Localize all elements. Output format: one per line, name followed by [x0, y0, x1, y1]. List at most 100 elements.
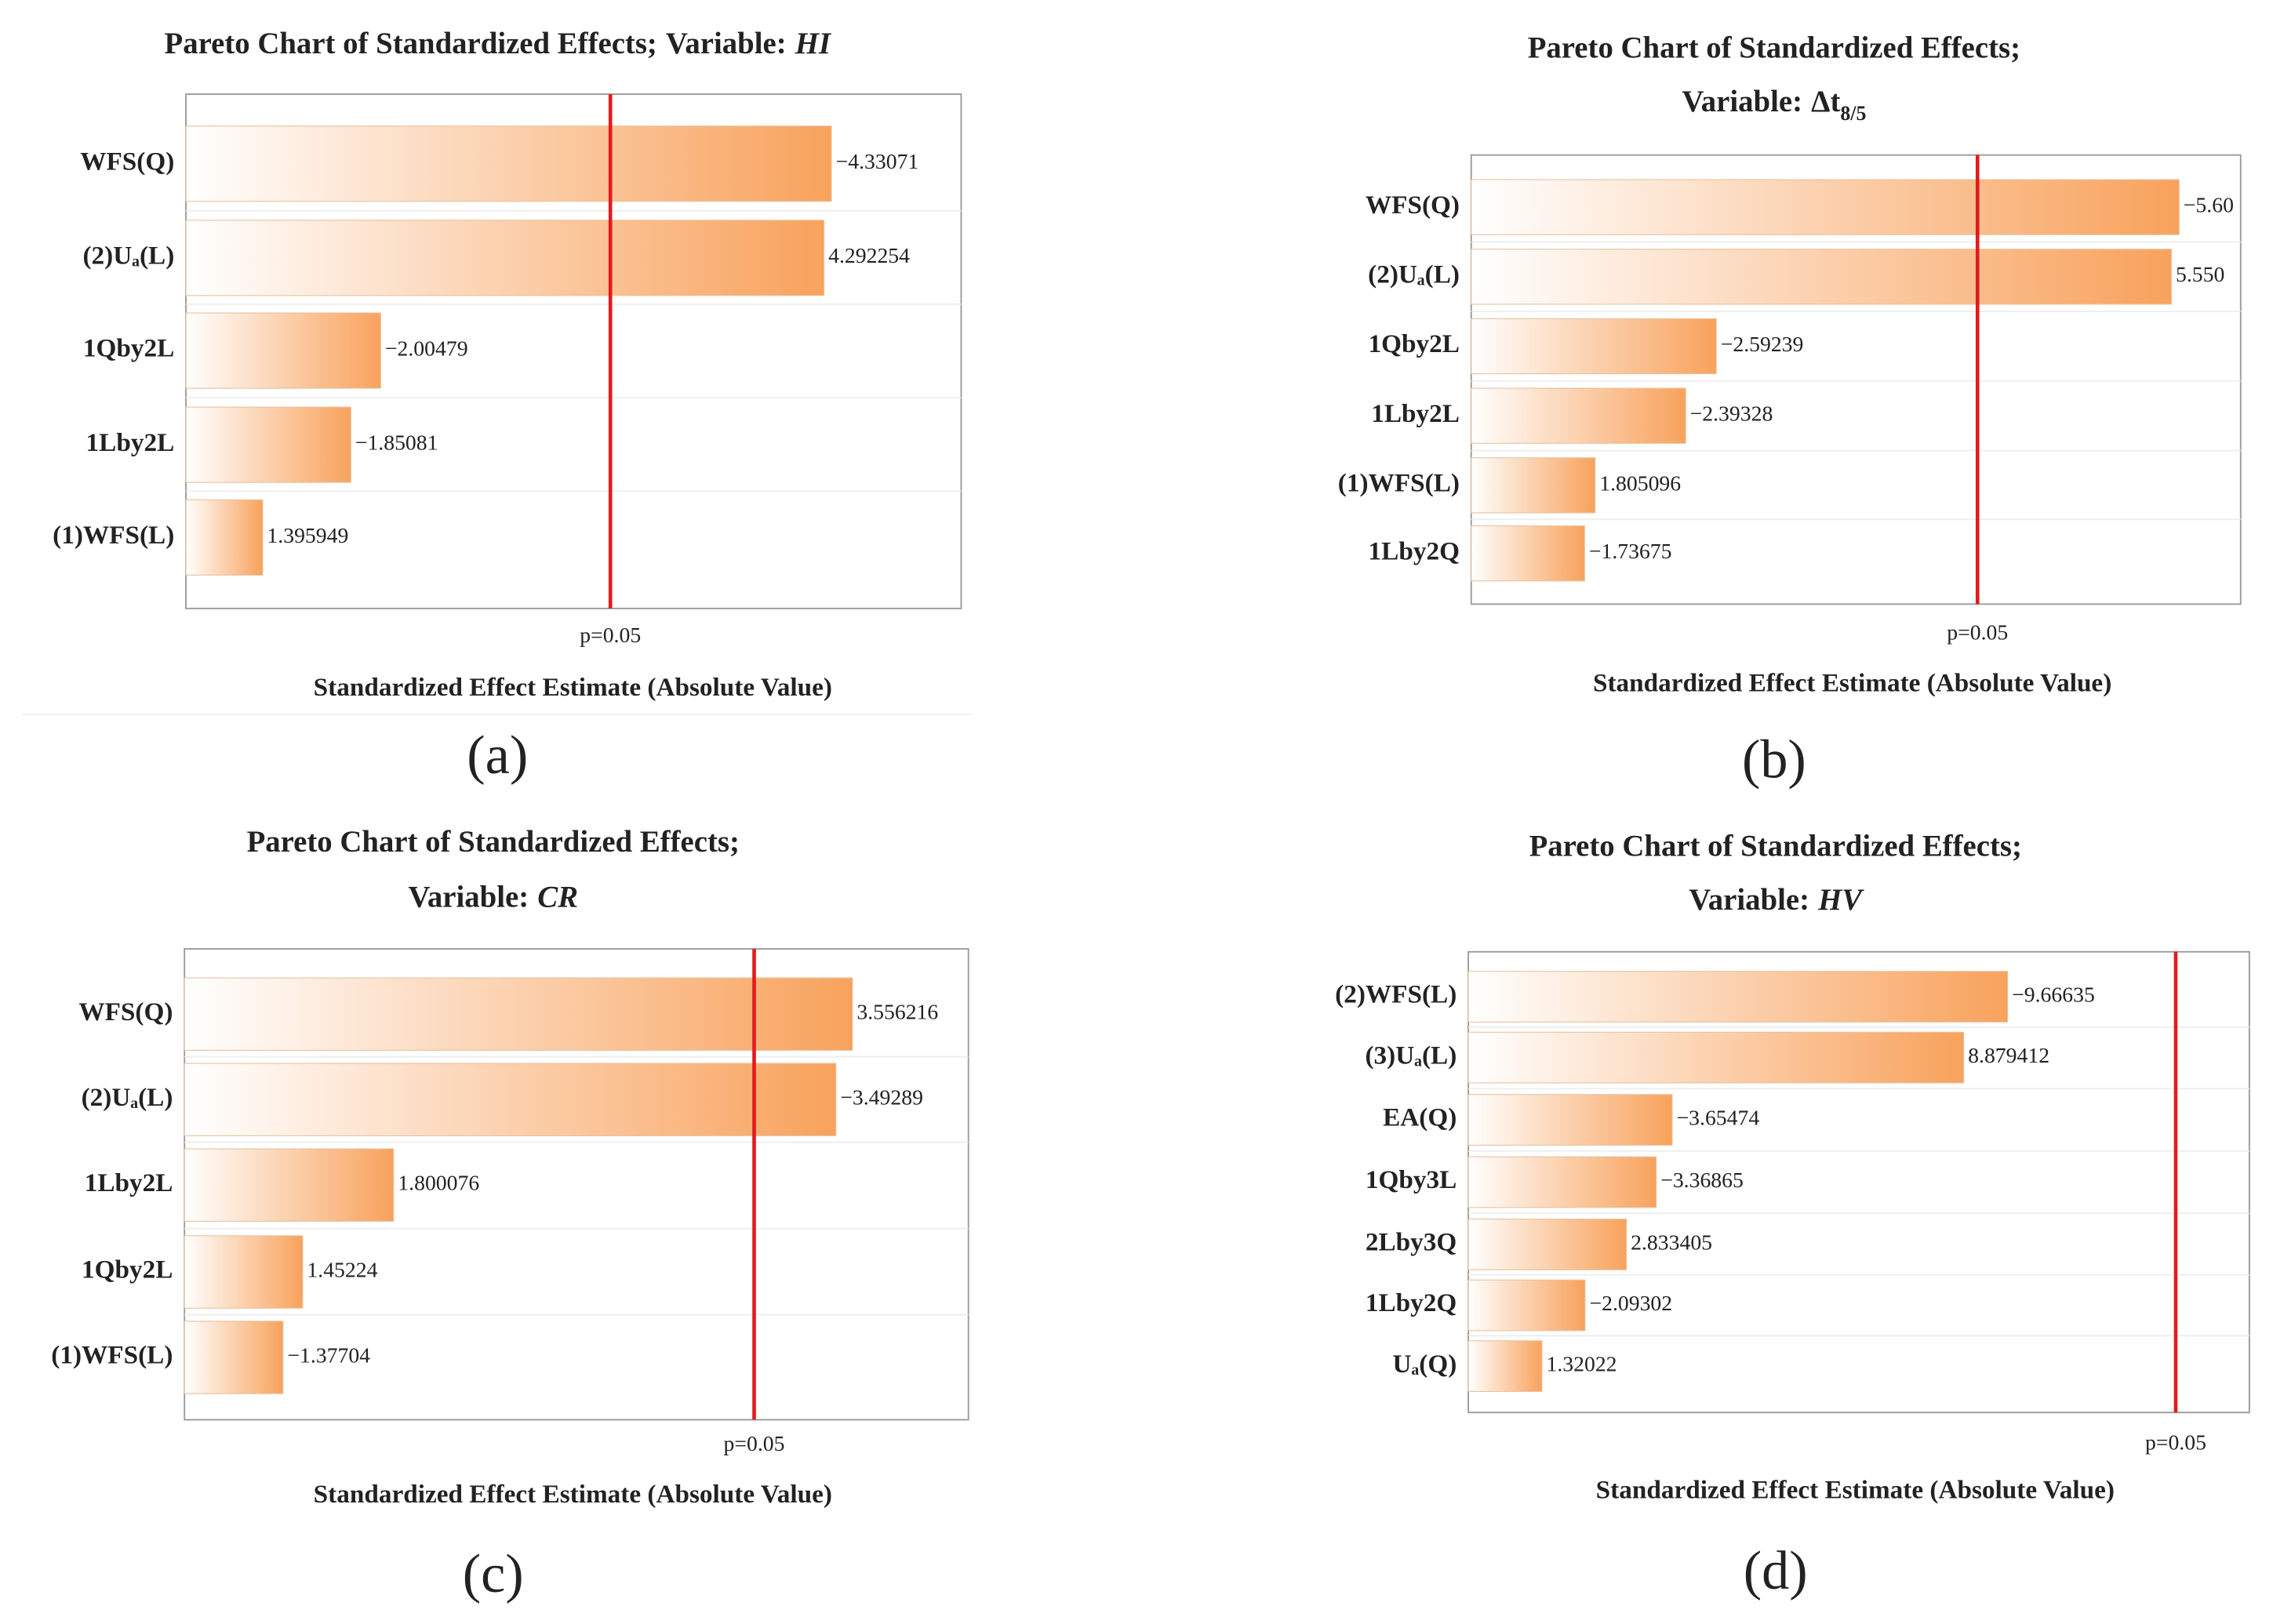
value-label: −5.60 [2184, 193, 2234, 217]
chart-title: Pareto Chart of Standardized Effects; Var… [165, 27, 832, 60]
variable: CR [537, 880, 578, 914]
bar [1471, 249, 2173, 305]
value-label: 4.292254 [828, 243, 910, 267]
reference-label: p=0.05 [1947, 620, 2008, 645]
category-label: 1Lby2L [86, 428, 175, 457]
variable-label: Variable: [408, 880, 529, 914]
bar [1467, 971, 2009, 1023]
panel-label: (a) [467, 725, 528, 786]
category-label: (2)Uₐ(L) [1368, 260, 1460, 289]
value-label: −4.33071 [836, 149, 919, 173]
x-axis-title: Standardized Effect Estimate (Absolute V… [314, 1480, 832, 1509]
title-text: Pareto Chart of Standardized Effects; [1528, 31, 2020, 65]
value-label: −3.36865 [1660, 1168, 1744, 1192]
bar [185, 312, 381, 389]
chart-title: Pareto Chart of Standardized Effects; [1528, 31, 2020, 65]
value-label: −1.37704 [287, 1342, 370, 1367]
bar [185, 220, 825, 296]
chart: −5.60 WFS(Q) 5.550 (2)Uₐ(L) −2.59239 1Qby2L −2… [1338, 31, 2242, 790]
variable: HI [795, 27, 832, 60]
category-label: 1Lby2L [1371, 399, 1460, 428]
bar [184, 1235, 304, 1309]
bar [1471, 179, 2180, 235]
title-text: Pareto Chart of Standardized Effects; [165, 27, 657, 60]
category-label: (3)Uₐ(L) [1365, 1041, 1457, 1070]
bar [184, 1321, 284, 1394]
chart-title: Variable: HV [1689, 883, 1864, 917]
category-label: (1)WFS(L) [1338, 469, 1460, 498]
category-label: 2Lby3Q [1366, 1228, 1457, 1257]
category-label: 1Lby2L [85, 1168, 173, 1197]
chart-title: Pareto Chart of Standardized Effects; [1529, 830, 2022, 863]
category-label: 1Qby3L [1366, 1165, 1457, 1194]
reference-label: p=0.05 [724, 1431, 785, 1455]
value-label: 5.550 [2176, 262, 2224, 286]
x-axis-title: Standardized Effect Estimate (Absolute V… [314, 673, 832, 702]
panel-label: (b) [1742, 729, 1806, 790]
category-label: (2)WFS(L) [1335, 980, 1457, 1009]
reference-label: p=0.05 [580, 623, 641, 647]
variable-label: Variable: [1689, 883, 1809, 917]
chart: 3.556216 WFS(Q) −3.49289 (2)Uₐ(L) 1.800076 1L… [51, 825, 969, 1604]
chart-title: Variable: Δt8/5 [1682, 85, 1866, 125]
value-label: 1.805096 [1599, 470, 1681, 495]
category-label: 1Qby2L [1369, 329, 1460, 358]
bar [1471, 387, 1686, 444]
bar [1467, 1340, 1543, 1393]
title-text: Pareto Chart of Standardized Effects; [247, 825, 740, 859]
variable-label: Variable: [666, 27, 787, 60]
value-label: 1.395949 [267, 523, 348, 547]
category-label: Uₐ(Q) [1393, 1350, 1457, 1379]
bar [184, 977, 853, 1051]
value-label: 3.556216 [856, 1000, 938, 1024]
category-label: (2)Uₐ(L) [82, 1083, 173, 1112]
variable: Δt [1811, 85, 1840, 118]
value-label: 1.45224 [307, 1257, 377, 1281]
panel-label: (c) [463, 1543, 524, 1604]
category-label: (2)Uₐ(L) [82, 241, 174, 270]
category-label: 1Qby2L [82, 1255, 173, 1284]
value-label: 2.833405 [1631, 1230, 1712, 1254]
category-label: (1)WFS(L) [51, 1341, 173, 1370]
bar [1467, 1156, 1657, 1208]
bar [185, 406, 351, 483]
category-label: WFS(Q) [1366, 191, 1460, 220]
bar [1467, 1094, 1673, 1146]
bar [1467, 1219, 1627, 1270]
bar [1467, 1031, 1965, 1084]
category-label: EA(Q) [1383, 1103, 1457, 1132]
bar [1467, 1279, 1586, 1332]
category-label: 1Lby2Q [1366, 1288, 1457, 1317]
value-label: −3.49289 [840, 1085, 923, 1110]
x-axis-title: Standardized Effect Estimate (Absolute V… [1593, 668, 2111, 697]
panel-label: (d) [1744, 1540, 1808, 1601]
chart: −9.66635 (2)WFS(L) 8.879412 (3)Uₐ(L) −3.6547… [1335, 830, 2250, 1601]
variable-label: Variable: [1682, 85, 1802, 118]
bar [1471, 318, 1717, 375]
bar [1471, 525, 1585, 582]
value-label: 1.800076 [398, 1171, 479, 1195]
bar [185, 125, 832, 202]
value-label: −2.39328 [1690, 401, 1773, 426]
category-label: 1Lby2Q [1369, 536, 1460, 565]
bar [185, 499, 264, 576]
category-label: 1Qby2L [83, 334, 174, 363]
variable: HV [1817, 883, 1864, 917]
value-label: −3.65474 [1677, 1105, 1760, 1129]
chart-title: Variable: CR [408, 880, 578, 914]
chart: −4.33071 WFS(Q) 4.292254 (2)Uₐ(L) −2.00479 1Q… [53, 27, 962, 786]
value-label: 8.879412 [1968, 1043, 2049, 1067]
variable-subscript: 8/5 [1840, 102, 1866, 125]
reference-label: p=0.05 [2145, 1430, 2206, 1454]
value-label: 1.32022 [1547, 1352, 1617, 1376]
x-axis-title: Standardized Effect Estimate (Absolute V… [1596, 1476, 2115, 1505]
category-label: WFS(Q) [80, 147, 174, 176]
bar [184, 1063, 837, 1136]
bar [184, 1148, 395, 1222]
value-label: −1.73675 [1589, 539, 1672, 563]
chart-title: Pareto Chart of Standardized Effects; [247, 825, 740, 859]
value-label: −2.09302 [1589, 1291, 1672, 1315]
category-label: WFS(Q) [78, 997, 173, 1026]
bar [1471, 457, 1596, 514]
